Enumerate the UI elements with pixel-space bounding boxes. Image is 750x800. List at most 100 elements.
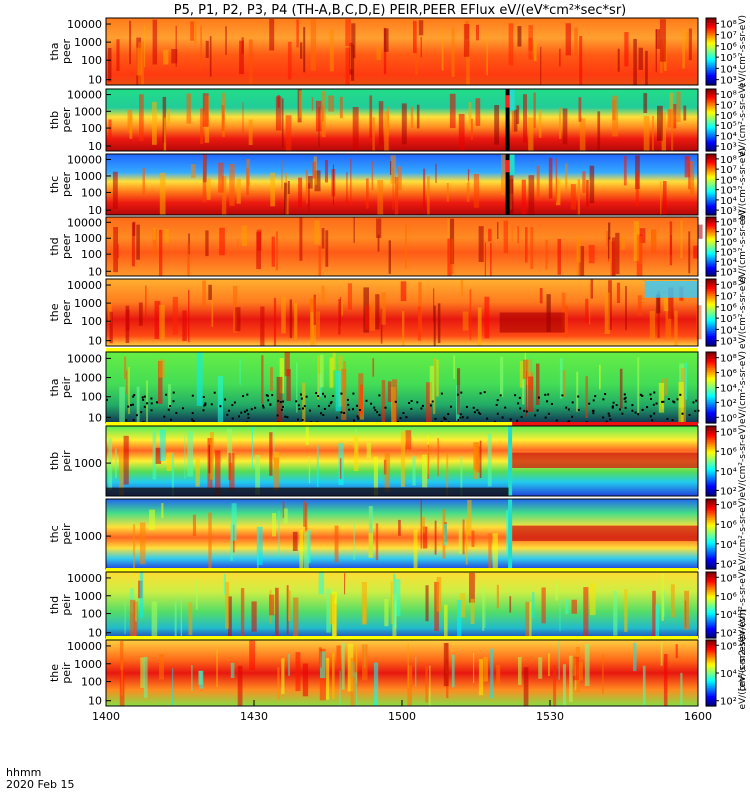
colorbar-unit-label: eV/(cm²-s-sr-eV) (738, 351, 748, 424)
y-axis-label: peer (60, 39, 73, 65)
colorbar-tick-label: 10⁶ (720, 238, 737, 249)
colorbar-tick-label: 10⁸ (720, 155, 737, 166)
colorbar-unit-label: eV/(cm²-s-sr-eV) (738, 276, 748, 349)
colorbar-tick-label: 10⁶ (720, 447, 737, 458)
colorbar-units-footer: [eV/(cm2-s-sr-eV)] (738, 609, 748, 691)
colorbar: 10⁸ 10⁶ 10⁴ 10² 10⁰ eV/(cm²-s-sr-eV) (705, 351, 748, 424)
spectrogram-image (106, 18, 698, 85)
colorbar-unit-label: eV/(cm²-s-sr-eV) (738, 636, 748, 709)
colorbar-tick-label: 10⁴ (720, 64, 737, 75)
y-tick-label: 10 (88, 204, 102, 217)
colorbar-tick-label: 10⁶ (720, 111, 737, 122)
y-tick-label: 10000 (67, 89, 102, 102)
colorbar-tick-label: 10² (720, 486, 737, 497)
colorbar-unit-label: eV/(cm²-s-sr-eV) (738, 148, 748, 221)
colorbar-tick-label: 10⁷ (720, 165, 737, 176)
y-tick-label: 1000 (74, 232, 102, 245)
colorbar-tick-label: 10⁵ (720, 53, 737, 64)
colorbar-tick-label: 10³ (720, 337, 737, 348)
chart-title: P5, P1, P2, P3, P4 (TH-A,B,C,D,E) PEIR,P… (174, 3, 627, 18)
colorbar-tick-label: 10⁵ (720, 314, 737, 325)
spectrogram-image (106, 217, 698, 276)
y-axis-label: peir (60, 662, 73, 684)
colorbar-unit-label: eV/(cm²-s-sr-eV) (738, 424, 748, 497)
colorbar-tick-label: 10⁴ (720, 325, 737, 336)
y-tick-label: 100 (81, 315, 102, 328)
colorbar-tick-label: 10² (720, 398, 737, 409)
y-tick-label: 1000 (74, 170, 102, 183)
y-tick-label: 1000 (74, 530, 102, 543)
y-axis-label: peer (60, 234, 73, 260)
y-tick-label: 100 (81, 122, 102, 135)
y-tick-label: 1000 (74, 36, 102, 49)
colorbar-tick-label: 10⁴ (720, 467, 737, 478)
y-tick-label: 1000 (74, 297, 102, 310)
x-axis-label-date: 2020 Feb 15 (6, 778, 74, 791)
colorbar-tick-label: 10⁵ (720, 248, 737, 259)
y-tick-label: 10 (88, 411, 102, 424)
colorbar-tick-label: 10⁷ (720, 100, 737, 111)
y-tick-label: 1000 (74, 590, 102, 603)
x-tick-label: 1430 (240, 710, 268, 723)
colorbar-tick-label: 10³ (720, 206, 737, 217)
y-axis-label: peer (60, 172, 73, 198)
y-tick-label: 100 (81, 54, 102, 67)
instrument-artifact (505, 154, 510, 215)
colorbar-tick-label: 10⁴ (720, 669, 737, 680)
spectrogram-image (106, 352, 698, 423)
spectrogram-panel-thc-peir: 1000 thc peir 10⁸ 10⁶ 10⁴ 10² eV/(cm²-s-sr-eV) (48, 497, 748, 570)
y-axis-label: thb (48, 452, 61, 470)
spectrogram-texture (108, 19, 692, 85)
colorbar-tick-label: 10⁸ (720, 280, 737, 291)
spectrogram-texture (119, 352, 688, 423)
colorbar-unit-label: eV/(cm²-s-sr-eV) (738, 497, 748, 570)
spectrogram-image (106, 154, 698, 215)
colorbar-unit-label: eV/(cm²-s-sr-eV) (738, 15, 748, 88)
colorbar-tick-label: 10⁶ (720, 175, 737, 186)
spectrogram-panel-thd-peir: 10000 1000 100 10 thd peir 10⁸ 10⁶ 10⁴ 10² eV/(cm²… (48, 568, 748, 642)
colorbar-tick-label: 10⁸ (720, 573, 737, 584)
colorbar: 10⁸ 10⁶ 10⁴ 10² eV/(cm²-s-sr-eV) (705, 497, 748, 571)
colorbar-tick-label: 10² (720, 629, 737, 640)
y-axis-label: thd (48, 596, 61, 614)
instrument-artifact (505, 89, 510, 151)
y-tick-label: 1000 (74, 105, 102, 118)
y-tick-label: 10 (88, 335, 102, 348)
low-count-noise (106, 391, 700, 425)
colorbar-tick-label: 10⁸ (720, 354, 737, 365)
colorbar-tick-label: 10⁶ (720, 303, 737, 314)
panel-frame (105, 216, 699, 277)
colorbar-tick-label: 10⁷ (720, 31, 737, 42)
colorbar-tick-label: 10⁶ (720, 592, 737, 603)
y-tick-label: 100 (81, 676, 102, 689)
x-tick-label: 1600 (684, 710, 712, 723)
flag-bar (106, 348, 698, 352)
colorbar-tick-label: 10⁶ (720, 520, 737, 531)
spectrogram-texture (112, 154, 695, 215)
y-tick-label: 1000 (74, 457, 102, 470)
y-tick-label: 10000 (67, 640, 102, 653)
spectrogram-texture (119, 640, 683, 706)
colorbar-tick-label: 10⁵ (720, 121, 737, 132)
y-axis-label: thd (48, 237, 61, 255)
colorbar-tick-label: 10⁴ (720, 610, 737, 621)
colorbar-tick-label: 10⁴ (720, 196, 737, 207)
spectrogram-image (106, 640, 698, 706)
colorbar-tick-label: 10⁸ (720, 90, 737, 101)
colorbar-tick-label: 10⁸ (720, 218, 737, 229)
y-axis-label: the (48, 303, 61, 321)
colorbar-tick-label: 10⁶ (720, 641, 737, 652)
panel-frame (105, 17, 699, 86)
y-tick-label: 1000 (74, 658, 102, 671)
y-tick-label: 10 (88, 627, 102, 640)
x-axis: 1400 1430 1500 1530 1600 [eV/(cm2-s-sr-eV)] (92, 609, 748, 723)
y-axis-label: peir (60, 376, 73, 398)
y-tick-label: 10000 (67, 279, 102, 292)
colorbar-tick-label: 10⁶ (720, 42, 737, 53)
